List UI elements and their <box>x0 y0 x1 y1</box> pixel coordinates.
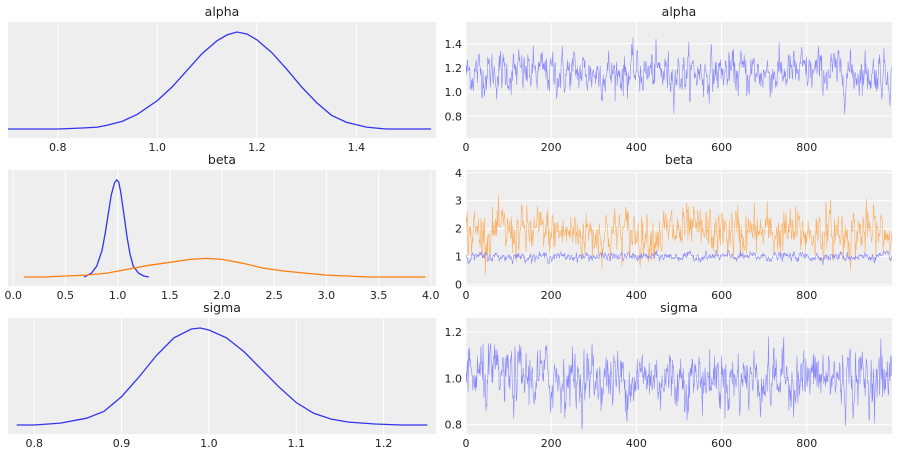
x-tick-label: 200 <box>541 141 562 154</box>
series-group <box>466 195 892 275</box>
y-tick-label: 1.0 <box>445 86 463 99</box>
alpha-trace-panel: 0 200 400 600 800 0.8 1.0 1.2 1.4 alpha <box>445 4 892 154</box>
y-tick-label: 1.4 <box>445 38 463 51</box>
x-tick-label: 1.1 <box>287 437 305 450</box>
x-tick-label: 1.0 <box>200 437 218 450</box>
x-tick-label: 200 <box>541 289 562 302</box>
panel-title: alpha <box>205 4 240 19</box>
trace-line <box>466 336 892 430</box>
x-tick-label: 200 <box>541 437 562 450</box>
x-tick-label: 2.0 <box>213 289 231 302</box>
x-tick-label: 600 <box>711 141 732 154</box>
panel-title: sigma <box>203 300 241 315</box>
x-tick-label: 400 <box>626 141 647 154</box>
x-tick-label: 0.0 <box>4 289 22 302</box>
plot-area <box>466 22 892 138</box>
x-tick-label: 0.5 <box>57 289 75 302</box>
x-tick-label: 1.2 <box>248 141 266 154</box>
x-tick-label: 800 <box>796 437 817 450</box>
x-tick-label: 600 <box>711 289 732 302</box>
panel-title: beta <box>208 152 236 167</box>
y-tick-label: 1.2 <box>445 62 463 75</box>
panel-title: alpha <box>662 4 697 19</box>
series-group <box>16 327 428 426</box>
y-tick-label: 2 <box>455 223 462 236</box>
x-tick-label: 800 <box>796 289 817 302</box>
y-tick-label: 0.8 <box>445 419 463 432</box>
trace-line <box>466 249 892 266</box>
density-line <box>83 179 150 278</box>
beta-density-panel: 0.0 0.5 1.0 1.5 2.0 2.5 3.0 3.5 4.0 beta <box>4 152 439 302</box>
y-tick-label: 4 <box>455 167 462 180</box>
series-group <box>466 37 892 115</box>
x-tick-label: 800 <box>796 141 817 154</box>
density-line <box>8 31 431 130</box>
x-tick-label: 1.5 <box>161 289 179 302</box>
trace-line <box>466 37 892 115</box>
x-tick-label: 1.4 <box>348 141 366 154</box>
y-tick-label: 1.0 <box>445 372 463 385</box>
plot-area <box>8 22 436 138</box>
density-line <box>23 257 426 278</box>
x-tick-label: 1.0 <box>149 141 167 154</box>
x-tick-label: 0.9 <box>113 437 131 450</box>
x-tick-label: 0 <box>463 437 470 450</box>
y-tick-label: 0.8 <box>445 110 463 123</box>
x-tick-label: 3.5 <box>370 289 388 302</box>
y-tick-label: 1.2 <box>445 326 463 339</box>
beta-trace-panel: 0 200 400 600 800 0 1 2 3 4 beta <box>455 152 892 302</box>
panel-title: sigma <box>660 300 698 315</box>
alpha-density-panel: 0.8 1.0 1.2 1.4 alpha <box>8 4 436 154</box>
x-tick-label: 0 <box>463 289 470 302</box>
trace-line <box>466 195 892 275</box>
sigma-trace-panel: 0 200 400 600 800 0.8 1.0 1.2 sigma <box>445 300 892 450</box>
y-tick-label: 3 <box>455 195 462 208</box>
y-tick-label: 1 <box>455 251 462 264</box>
x-tick-label: 4.0 <box>422 289 440 302</box>
x-tick-label: 1.0 <box>109 289 127 302</box>
series-group <box>23 179 426 278</box>
series-group <box>466 336 892 430</box>
x-tick-label: 0 <box>463 141 470 154</box>
x-tick-label: 400 <box>626 289 647 302</box>
x-tick-label: 1.2 <box>375 437 393 450</box>
x-tick-label: 3.0 <box>318 289 336 302</box>
panel-title: beta <box>665 152 693 167</box>
plot-area <box>8 318 436 434</box>
sigma-density-panel: 0.8 0.9 1.0 1.1 1.2 sigma <box>8 300 436 450</box>
x-tick-label: 0.8 <box>25 437 43 450</box>
x-tick-label: 400 <box>626 437 647 450</box>
x-tick-label: 2.5 <box>265 289 283 302</box>
x-tick-label: 0.8 <box>49 141 67 154</box>
x-tick-label: 600 <box>711 437 732 450</box>
density-line <box>16 327 428 426</box>
series-group <box>8 31 431 130</box>
y-tick-label: 0 <box>455 279 462 292</box>
